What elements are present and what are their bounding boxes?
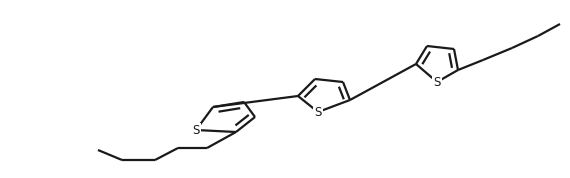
Text: S: S: [192, 124, 199, 137]
Text: S: S: [314, 106, 321, 119]
Text: S: S: [433, 75, 441, 88]
